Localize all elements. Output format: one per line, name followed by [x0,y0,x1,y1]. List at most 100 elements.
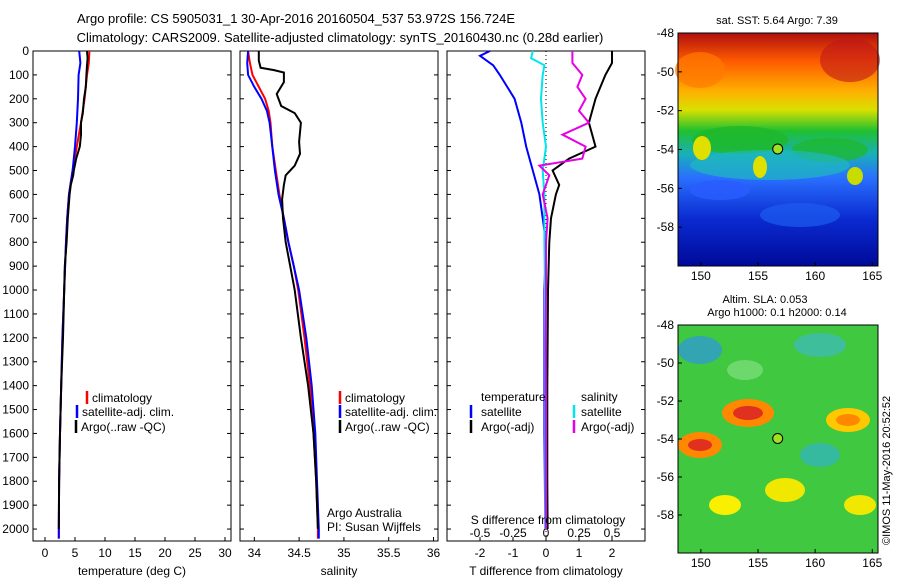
sla-map-title: Altim. SLA: 0.053 [723,294,808,306]
legend-label-climatology: climatology [92,391,152,405]
y-tick-label: 200 [9,92,29,106]
sla-low-anomaly [678,336,722,364]
sla-low-anomaly [794,333,846,357]
sst-map-panel: sat. SST: 5.64 Argo: 7.39 150 155 160 165 -4… [657,15,883,283]
sla-low-anomaly [800,443,840,467]
salinity-legend: climatology satellite-adj. clim. Argo(..… [338,391,437,434]
map-x-tick-label: 150 [691,269,711,283]
y-tick-label: 1100 [3,307,29,321]
sla-map-panel: Altim. SLA: 0.053 Argo h1000: 0.1 h2000:… [657,294,883,570]
map-x-tick-label: 155 [748,269,768,283]
series-line-temperature-satellite [478,50,548,530]
map-x-tick-label: 160 [805,269,825,283]
legend-label-sal-argo: Argo(-adj) [581,420,634,434]
map-y-tick-label: -54 [657,143,675,157]
salinity-xlabel: salinity [321,564,358,578]
y-tick-label: 300 [9,116,29,130]
salinity-annotation-line2: PI: Susan Wijffels [327,520,421,534]
salinity-panel: 34 34.5 35 35.5 36 salinity climatology sate… [239,50,441,578]
series-line-climatology [247,50,319,539]
x-tick-label: 0 [543,546,550,560]
x-tick-label: 2 [609,546,616,560]
sst-cold-patch [760,203,840,227]
series-line-satellite-adj-clim [57,50,82,539]
series-line-argo-raw-qc [57,50,89,530]
salinity-annotation-line1: Argo Australia [327,506,402,520]
y-tick-label: 900 [9,259,29,273]
map-x-tick-label: 160 [805,556,825,570]
y-tick-label: 1000 [2,283,29,297]
y-tick-label: 400 [9,140,29,154]
temperature-plot-frame [32,50,232,542]
sst-yellow-eddy [693,136,711,160]
sst-cyan-band [690,150,850,180]
sla-map-features [678,333,876,515]
y-tick-label: 1700 [2,450,29,464]
y-tick-label: 1300 [2,355,29,369]
top-tick-label: 0 [543,526,550,540]
sst-warm-patch [675,52,725,88]
figure-title-line1: Argo profile: CS 5905031_1 30-Apr-2016 2… [77,11,515,26]
x-tick-label: 35.5 [377,546,401,560]
sla-high-anomaly [836,414,860,426]
top-tick-label: -0.5 [470,526,491,540]
top-tick-label: -0.25 [499,526,527,540]
y-tick-label: 1400 [2,379,29,393]
x-tick-label: 10 [98,546,112,560]
x-tick-label: -1 [508,546,519,560]
map-x-tick-label: 165 [862,269,882,283]
map-y-tick-label: -50 [657,65,675,79]
sla-low-anomaly [727,360,763,380]
legend-label-climatology: climatology [345,391,405,405]
x-tick-label: -2 [475,546,486,560]
legend-label-satellite: satellite-adj. clim. [82,405,174,419]
y-tick-label: 800 [9,235,29,249]
map-y-tick-label: -56 [657,470,675,484]
figure-title-line2: Climatology: CARS2009. Satellite-adjuste… [77,30,604,45]
y-tick-label: 100 [9,68,29,82]
top-tick-label: 0.25 [567,526,591,540]
argo-float-marker [772,432,784,444]
x-tick-label: 1 [576,546,583,560]
map-y-tick-label: -54 [657,432,675,446]
difference-top-axis-label: S difference from climatology [471,513,626,527]
sst-map-title: sat. SST: 5.64 Argo: 7.39 [716,15,838,27]
map-y-tick-label: -58 [657,220,675,234]
sst-green-tongue [692,126,788,154]
series-line-salinity-argo-adj [537,51,591,529]
salinity-plot-frame [239,50,439,542]
x-tick-label: 20 [158,546,172,560]
map-y-tick-label: -48 [657,318,675,332]
timestamp: ©IMOS 11-May-2016 20:52:52 [881,396,893,545]
map-y-tick-label: -52 [657,104,675,118]
map-x-tick-label: 165 [862,556,882,570]
difference-panel: -2 -1 0 1 2 -0.5 -0.25 0 0.25 0.5 T difference fr… [446,50,646,578]
map-x-tick-label: 155 [748,556,768,570]
legend-label-temp-argo: Argo(-adj) [481,420,534,434]
y-tick-label: 1900 [2,498,29,512]
x-tick-label: 30 [218,546,232,560]
series-line-temperature-argo-adj [546,51,613,530]
sla-high-anomaly [709,495,741,515]
map-y-tick-label: -52 [657,394,675,408]
y-tick-label: 700 [9,211,29,225]
difference-legend: temperature satellite Argo(-adj) salinit… [469,390,634,434]
series-line-satellite-adj-clim [246,50,320,539]
sst-yellow-eddy [753,156,767,178]
legend-label-sal-satellite: satellite [581,405,622,419]
sla-high-anomaly [688,439,712,451]
sst-cold-patch [690,180,750,200]
series-line-argo-raw-qc [257,51,319,530]
argo-float-marker [772,143,784,155]
x-tick-label: 5 [72,546,79,560]
sla-map-subtitle: Argo h1000: 0.1 h2000: 0.14 [707,307,846,319]
y-tick-label: 1800 [2,474,29,488]
sst-map-features [675,38,880,227]
x-tick-label: 34 [248,546,262,560]
x-tick-label: 35 [337,546,351,560]
legend-label-satellite: satellite-adj. clim. [345,405,437,419]
map-y-tick-label: -56 [657,181,675,195]
x-tick-label: 25 [188,546,202,560]
x-tick-label: 36 [427,546,441,560]
